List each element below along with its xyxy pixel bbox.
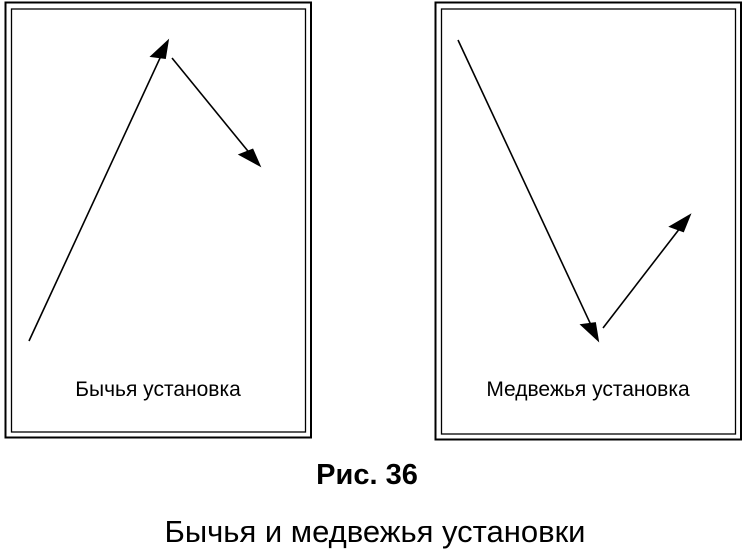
svg-text:Рис. 36: Рис. 36: [316, 459, 418, 491]
svg-text:Бычья и медвежья установки: Бычья и медвежья установки: [165, 514, 586, 549]
svg-text:Бычья установка: Бычья установка: [75, 378, 241, 401]
svg-text:Медвежья установка: Медвежья установка: [486, 378, 690, 401]
